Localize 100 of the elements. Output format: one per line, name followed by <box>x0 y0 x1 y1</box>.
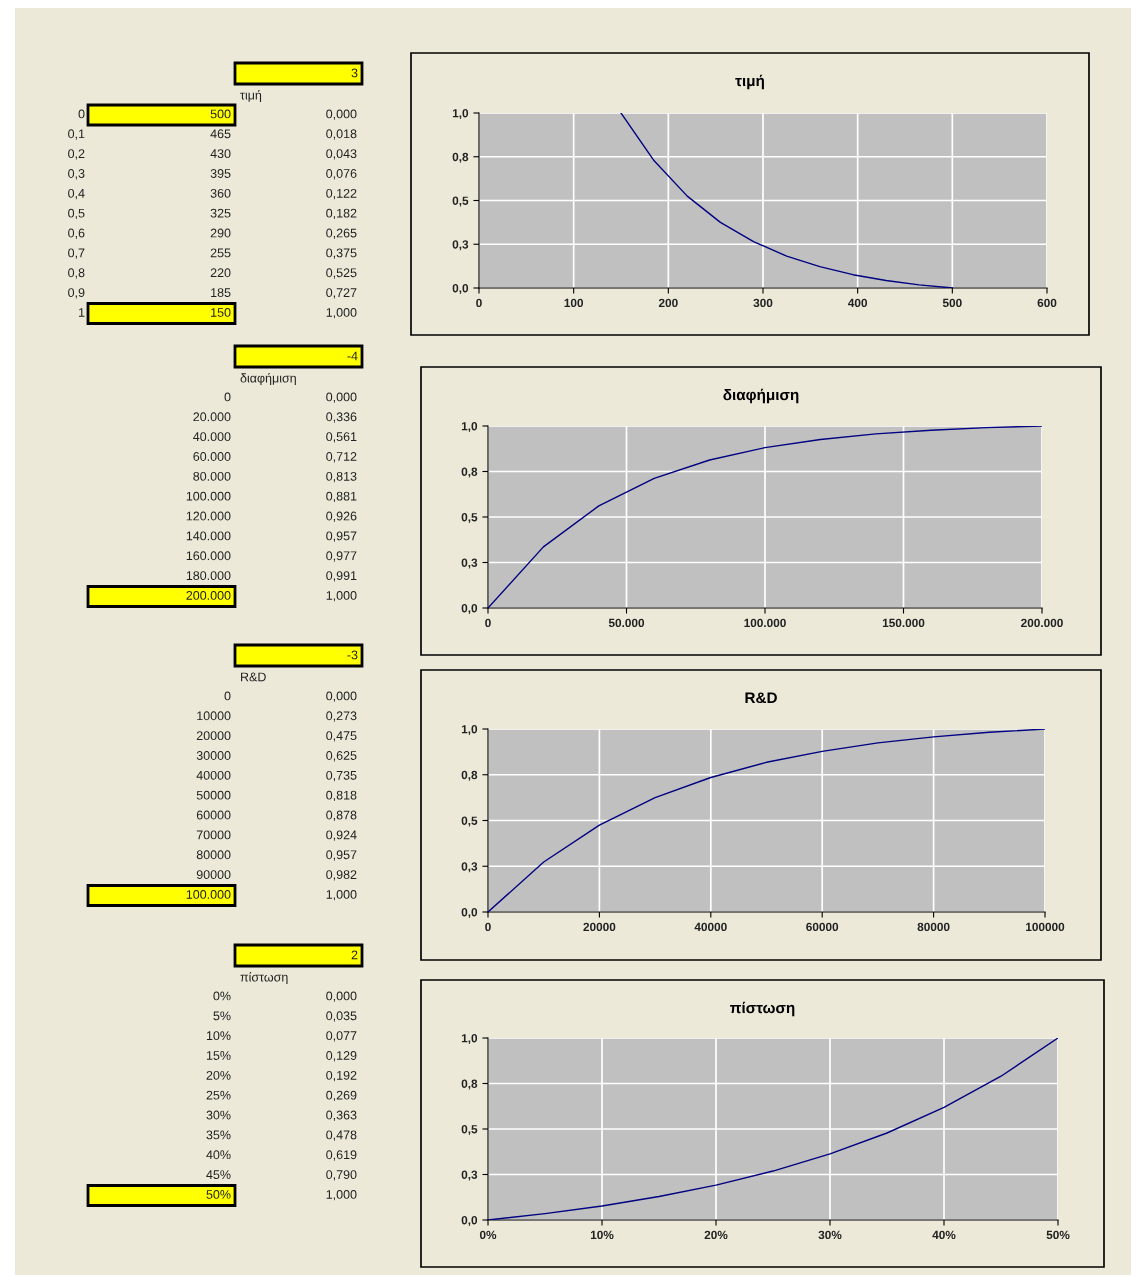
text: 0 <box>78 109 85 119</box>
text: 0,129 <box>326 1051 357 1062</box>
text: 0,926 <box>326 511 357 522</box>
y-tick-label: 0,5 <box>461 1125 478 1136</box>
text: 0,076 <box>326 169 357 180</box>
x-tick-label: 20% <box>704 1230 728 1240</box>
text: 395 <box>210 169 231 178</box>
x-tick-label: 0 <box>485 618 491 628</box>
text: 70000 <box>196 830 231 840</box>
text: -4 <box>347 351 358 361</box>
text: 0,991 <box>326 571 357 582</box>
text: 160.000 <box>186 551 231 561</box>
text: 0,619 <box>326 1150 357 1161</box>
text: 150 <box>211 308 231 317</box>
text: 0,977 <box>326 551 357 562</box>
text: 5% <box>213 1011 231 1021</box>
text: 0,375 <box>326 248 357 259</box>
text: 290 <box>210 228 231 238</box>
chart-title: τιμή <box>735 74 764 90</box>
text: 0,077 <box>326 1031 357 1042</box>
text: -3 <box>347 650 358 660</box>
text: 0,000 <box>326 691 357 702</box>
text: 0% <box>213 991 231 1001</box>
text: 1,000 <box>326 308 357 319</box>
text: 0,5 <box>68 208 85 220</box>
text: 100.000 <box>186 890 231 899</box>
x-tick-label: 0 <box>485 922 491 932</box>
text: 0,625 <box>326 751 357 762</box>
x-tick-label: 500 <box>942 298 962 308</box>
text: 0,790 <box>326 1170 357 1181</box>
text: 0,818 <box>326 790 357 802</box>
text: 0,561 <box>326 432 357 443</box>
text: 20000 <box>196 731 231 741</box>
text: 0,813 <box>326 471 357 483</box>
text: 15% <box>206 1051 231 1060</box>
y-tick-label: 1,0 <box>461 725 478 736</box>
text: 1,000 <box>326 591 357 602</box>
text: R&D <box>241 672 266 682</box>
chart-title: πίστωση <box>730 1001 795 1017</box>
text: 120.000 <box>186 511 231 521</box>
text: 0,2 <box>68 149 85 160</box>
text: 500 <box>210 109 231 119</box>
text: 0,525 <box>326 268 357 279</box>
text: 10000 <box>197 711 231 721</box>
y-tick-label: 1,0 <box>461 422 478 433</box>
line-series <box>620 113 954 288</box>
text: 80.000 <box>193 471 231 481</box>
x-tick-label: 80000 <box>917 922 950 932</box>
text: 30% <box>206 1110 231 1120</box>
y-tick-label: 0,5 <box>461 513 478 524</box>
y-tick-label: 0,0 <box>461 604 478 615</box>
text: 80000 <box>196 850 231 860</box>
text: 0,4 <box>68 188 85 200</box>
y-tick-label: 0,5 <box>461 816 478 827</box>
y-tick-label: 0,0 <box>461 908 478 919</box>
x-tick-label: 50% <box>1046 1230 1070 1240</box>
text: 1,000 <box>326 1190 357 1201</box>
text: 60.000 <box>193 452 231 461</box>
text: 40000 <box>196 770 231 780</box>
text: 430 <box>210 149 231 159</box>
y-tick-label: 0,8 <box>461 467 478 478</box>
text: 40% <box>206 1150 231 1160</box>
text: 3 <box>351 68 358 78</box>
text: 45% <box>206 1170 231 1180</box>
text: 465 <box>210 129 231 139</box>
x-tick-label: 600 <box>1037 298 1057 308</box>
text: 1,000 <box>326 890 357 901</box>
text: 200.000 <box>186 591 231 600</box>
text: 0,018 <box>326 129 357 140</box>
y-tick-label: 0,5 <box>452 196 469 207</box>
text: 25% <box>206 1090 231 1100</box>
y-tick-label: 0,3 <box>461 558 478 569</box>
y-tick-label: 1,0 <box>461 1034 478 1045</box>
text: πίστωση <box>240 971 288 984</box>
text: 0,000 <box>326 109 357 120</box>
text: 0,000 <box>326 392 357 403</box>
text: 0,035 <box>326 1011 357 1022</box>
text: 360 <box>210 188 231 198</box>
text: 1 <box>79 308 85 317</box>
text: διαφήμιση <box>240 372 296 386</box>
text: 50000 <box>196 790 231 800</box>
x-tick-label: 40000 <box>694 922 727 932</box>
text: 30000 <box>196 751 231 760</box>
text: 0,3 <box>68 169 85 180</box>
text: 185 <box>211 288 231 298</box>
text: 0,122 <box>326 188 357 200</box>
text: 0,475 <box>326 731 357 742</box>
chart-title: R&D <box>745 692 777 704</box>
x-tick-label: 100.000 <box>744 618 786 628</box>
text: 100.000 <box>186 491 231 501</box>
text: 0 <box>224 392 231 402</box>
y-tick-label: 0,3 <box>452 240 469 251</box>
x-tick-label: 0% <box>479 1230 497 1240</box>
x-tick-label: 50.000 <box>608 618 645 628</box>
y-tick-label: 0,8 <box>461 1079 478 1090</box>
x-tick-label: 100 <box>564 298 584 308</box>
text: 50% <box>206 1190 231 1199</box>
text: 0,478 <box>326 1130 357 1141</box>
text: 0,881 <box>326 491 357 503</box>
text: 255 <box>210 248 231 258</box>
